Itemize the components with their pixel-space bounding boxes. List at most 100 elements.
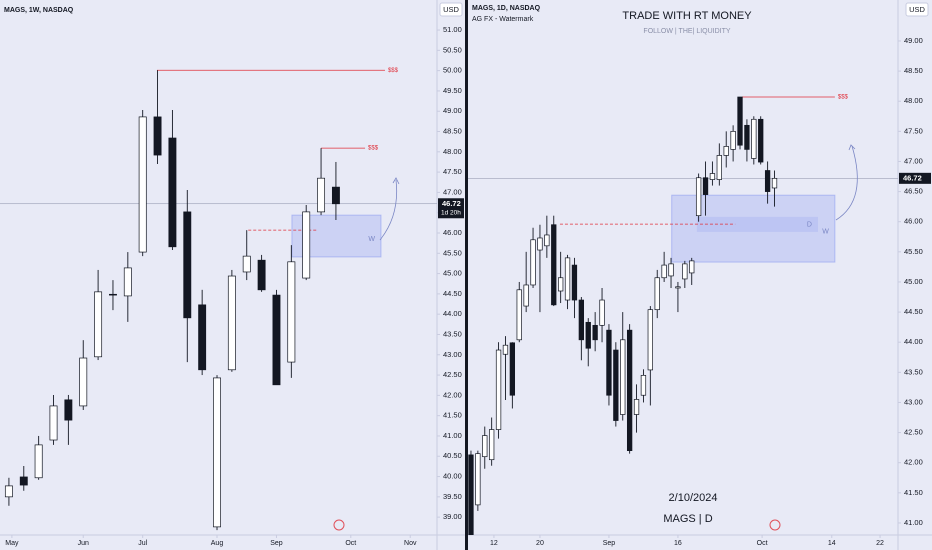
candle-body: [578, 299, 584, 341]
candle-body: [123, 267, 132, 297]
countdown: 1d 20h: [441, 209, 461, 216]
icon[interactable]: [769, 519, 781, 531]
watermark-sub: FOLLOW | THE| LIQUIDITY: [643, 28, 730, 35]
candle-body: [654, 277, 660, 311]
candle-body: [19, 476, 28, 486]
y-tick-label: 48.50: [443, 127, 462, 136]
candle-body: [183, 211, 192, 319]
candle-body: [49, 405, 58, 441]
currency: USD: [909, 5, 925, 14]
candle-body: [744, 124, 750, 150]
zone-label: D: [807, 221, 812, 228]
candle-body: [537, 237, 543, 251]
y-tick-label: 50.00: [443, 66, 462, 75]
candle-body: [571, 264, 578, 301]
candle-body: [758, 118, 764, 163]
y-tick-label: 49.50: [443, 86, 462, 95]
symbol-title: MAGS, 1D, NASDAQ: [472, 5, 541, 12]
y-tick-label: 40.00: [443, 472, 462, 481]
arrow-head: [848, 144, 856, 151]
candle-body: [523, 284, 529, 307]
y-tick-label: 45.50: [443, 248, 462, 257]
zone-label: W: [368, 236, 375, 243]
candle-body: [242, 255, 251, 273]
candle-body: [764, 170, 771, 192]
candle-body: [606, 329, 612, 396]
y-tick-label: 44.50: [904, 307, 923, 316]
candle-body: [482, 435, 488, 458]
candle-body: [109, 293, 117, 296]
x-tick-label: Oct: [345, 540, 356, 547]
x-tick-label: Sep: [270, 540, 283, 547]
y-tick-label: 44.50: [443, 289, 462, 298]
y-tick-label: 39.00: [443, 512, 462, 521]
symbol-title: MAGS, 1W, NASDAQ: [4, 7, 74, 14]
arrow-head: [392, 177, 400, 185]
x-tick-label: 16: [674, 540, 682, 547]
x-tick-label: Nov: [404, 540, 417, 547]
candle-body: [682, 263, 688, 280]
y-tick-label: 48.00: [904, 96, 923, 105]
candle-body: [702, 177, 709, 195]
candle-body: [489, 429, 495, 461]
zone-label: W: [822, 228, 829, 235]
candle-body: [475, 453, 481, 506]
y-tick-label: 42.00: [443, 390, 462, 399]
candle-body: [257, 259, 266, 291]
candle-body: [495, 349, 502, 430]
currency-box[interactable]: [439, 2, 463, 17]
candle-body: [647, 309, 653, 371]
candle-body: [168, 137, 177, 248]
candle-body: [4, 485, 13, 498]
candle-body: [695, 177, 702, 217]
x-tick-label: 14: [828, 540, 836, 547]
x-tick-label: 22: [876, 540, 884, 547]
y-tick-label: 39.50: [443, 492, 462, 501]
y-tick-label: 44.00: [443, 309, 462, 318]
y-tick-label: 49.00: [904, 36, 923, 45]
candle-body: [138, 116, 147, 253]
y-tick-label: 47.50: [443, 167, 462, 176]
currency-box[interactable]: [905, 2, 929, 17]
arrow: [835, 145, 858, 221]
price-box: [438, 198, 464, 219]
y-tick-label: 40.50: [443, 451, 462, 460]
candle-body: [509, 342, 516, 396]
candle-body: [599, 299, 605, 326]
zone: [696, 216, 818, 232]
y-tick-label: 41.00: [904, 518, 923, 527]
y-tick-label: 43.50: [443, 329, 462, 338]
candle-body: [530, 239, 536, 286]
y-tick-label: 43.00: [904, 397, 923, 406]
y-tick-label: 42.50: [904, 428, 923, 437]
y-tick-label: 46.00: [443, 228, 462, 237]
y-tick-label: 42.00: [904, 458, 923, 467]
candle-body: [64, 399, 73, 421]
plot: [0, 69, 437, 531]
candle-body: [198, 304, 207, 371]
candle-body: [94, 291, 103, 358]
plot: [468, 96, 898, 535]
candle-body: [675, 286, 681, 289]
candle-body: [751, 118, 757, 159]
level-label: $$$: [838, 95, 849, 101]
y-tick-label: 47.50: [904, 126, 923, 135]
candle-body: [668, 263, 674, 277]
divider: [465, 0, 468, 550]
price-box: [899, 172, 931, 184]
watermark: TRADE WITH RT MONEY: [622, 10, 752, 22]
candle-body: [272, 294, 281, 386]
y-tick-label: 48.50: [904, 66, 923, 75]
candle-body: [317, 177, 326, 213]
candle-body: [34, 444, 43, 479]
level-label: $$$: [368, 146, 379, 152]
y-tick-label: 50.50: [443, 45, 462, 54]
candle-body: [723, 146, 729, 156]
candle-body: [153, 116, 162, 156]
icon[interactable]: [333, 519, 345, 531]
y-tick-label: 44.00: [904, 337, 923, 346]
x-tick-label: May: [5, 540, 19, 547]
candle-body: [558, 277, 564, 292]
symbol-label: MAGS | D: [663, 513, 712, 525]
